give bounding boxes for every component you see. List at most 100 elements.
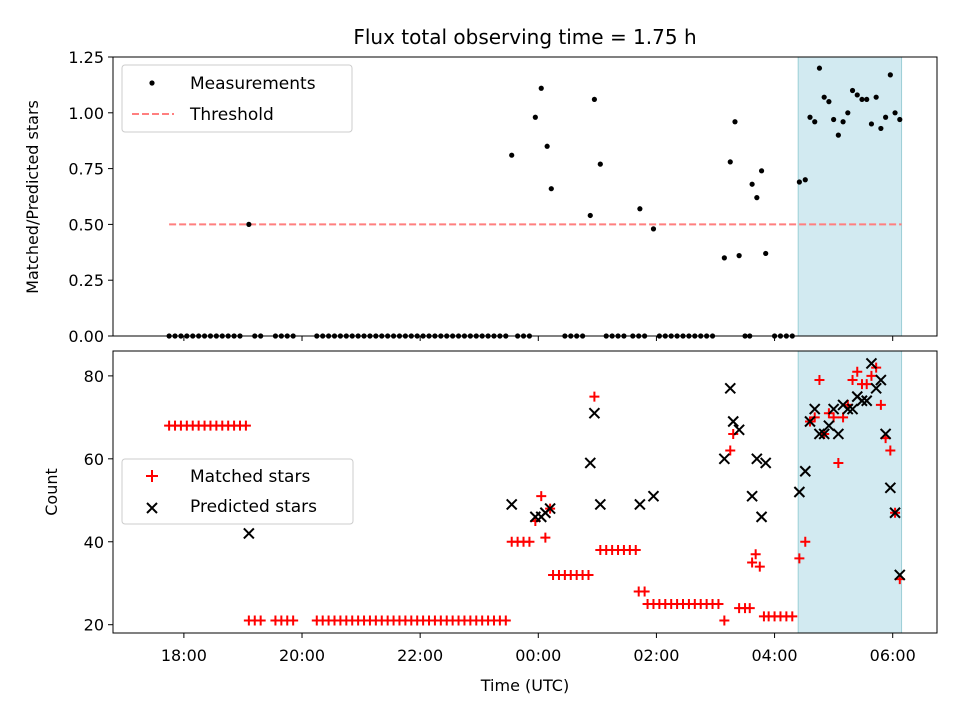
measurement-point	[873, 94, 879, 100]
measurement-point	[763, 250, 769, 257]
matched-stars-point	[750, 549, 761, 560]
top-x-ticks	[183, 336, 894, 341]
matched-stars-point	[744, 603, 755, 614]
measurement-point	[864, 96, 870, 103]
matched-stars-point	[719, 615, 730, 626]
matched-stars-point	[500, 615, 511, 626]
matched-stars-point	[747, 557, 758, 568]
bottom-x-ticks: 18:00 20:00 22:00 00:00 02:00 04:00 06:00	[161, 633, 916, 665]
predicted-stars-point	[243, 527, 255, 540]
x-tick-label: 22:00	[397, 646, 443, 665]
matched-stars-point	[713, 598, 724, 609]
matched-stars-point	[589, 391, 600, 402]
predicted-stars-point	[889, 507, 901, 519]
measurement-point	[721, 255, 727, 261]
legend-measurements-marker	[149, 80, 155, 86]
legend-matched-stars-label: Matched stars	[190, 467, 310, 487]
measurement-point	[812, 119, 818, 125]
predicted-stars-point	[793, 486, 806, 498]
predicted-stars-point	[875, 374, 887, 386]
observing-interval-shade-top	[797, 56, 903, 337]
predicted-stars-point	[724, 382, 736, 395]
measurement-point	[732, 119, 738, 125]
legend-threshold-label: Threshold	[189, 105, 274, 125]
predicted-stars-point	[827, 403, 840, 415]
measurement-point	[897, 116, 903, 123]
matched-stars-point	[794, 553, 805, 564]
top-y-tick-label: 0.25	[68, 271, 104, 290]
predicted-stars-point	[856, 395, 868, 407]
top-y-tick-label: 0.00	[68, 327, 104, 346]
predicted-stars-point	[861, 395, 873, 407]
measurement-point	[883, 114, 889, 120]
legend-predicted-stars-marker	[146, 502, 158, 514]
measurement-point	[821, 94, 827, 100]
matched-stars-point	[866, 370, 877, 381]
measurement-point	[859, 96, 865, 103]
top-y-tick-label: 0.50	[68, 215, 104, 234]
x-tick-label: 00:00	[515, 646, 561, 665]
predicted-stars-point	[746, 490, 758, 502]
measurement-point	[509, 152, 515, 158]
predicted-stars-point	[804, 415, 816, 428]
matched-stars-point	[852, 366, 863, 377]
predicted-stars-point	[818, 428, 830, 440]
predicted-stars-point	[727, 415, 739, 428]
measurement-point	[758, 168, 765, 174]
top-y-tick-label: 0.75	[68, 160, 104, 179]
matched-stars-point	[861, 379, 872, 390]
measurement-point	[887, 72, 893, 78]
bottom-y-tick-label: 20	[84, 616, 104, 635]
bottom-y-ticks: 20 40 60 80	[84, 367, 113, 635]
bottom-plot-data	[164, 357, 906, 626]
bottom-y-tick-label: 40	[84, 533, 104, 552]
predicted-stars-point	[647, 490, 660, 502]
top-plot-data	[166, 65, 903, 339]
measurement-point	[878, 125, 884, 132]
measurement-point	[754, 195, 760, 201]
measurement-point	[532, 114, 538, 120]
measurement-point	[736, 253, 742, 259]
matched-stars-point	[787, 611, 798, 622]
matched-stars-point	[630, 545, 641, 556]
top-axes-frame	[112, 56, 938, 337]
bottom-y-tick-label: 80	[84, 367, 104, 386]
matched-stars-point	[847, 375, 858, 386]
top-y-tick-label: 1.00	[68, 104, 104, 123]
measurement-point	[835, 132, 841, 138]
measurement-point	[826, 99, 832, 105]
measurement-point	[807, 114, 813, 120]
matched-stars-point	[725, 445, 736, 456]
predicted-stars-point	[799, 465, 811, 477]
predicted-stars-point	[759, 457, 772, 469]
predicted-stars-point	[879, 428, 892, 440]
measurement-point	[650, 226, 657, 232]
matched-stars-point	[255, 615, 266, 626]
x-tick-label: 06:00	[870, 646, 916, 665]
top-y-ticks: 0.00 0.25 0.50 0.75 1.00 1.25	[68, 48, 113, 346]
x-tick-label: 02:00	[633, 646, 679, 665]
matched-stars-point	[639, 586, 650, 597]
predicted-stars-point	[506, 498, 518, 511]
matched-stars-point	[524, 536, 535, 547]
legend-matched-stars-marker	[146, 470, 158, 482]
measurement-point	[637, 206, 643, 212]
predicted-stars-point	[894, 569, 906, 581]
predicted-stars-point	[588, 407, 601, 419]
predicted-stars-point	[846, 403, 859, 415]
predicted-stars-point	[755, 511, 768, 523]
predicted-stars-point	[884, 482, 897, 494]
measurement-point	[727, 159, 733, 165]
measurement-point	[816, 65, 823, 71]
matched-stars-point	[754, 561, 765, 572]
measurement-point	[544, 143, 550, 149]
measurement-point	[597, 161, 603, 167]
top-y-axis-label: Matched/Predicted stars	[23, 100, 42, 294]
predicted-stars-point	[634, 498, 646, 511]
measurement-point	[749, 181, 755, 187]
predicted-stars-point	[823, 419, 835, 432]
predicted-stars-point	[584, 457, 596, 469]
measurement-point	[831, 116, 837, 123]
measurement-point	[796, 179, 802, 185]
predicted-stars-point	[544, 502, 556, 515]
